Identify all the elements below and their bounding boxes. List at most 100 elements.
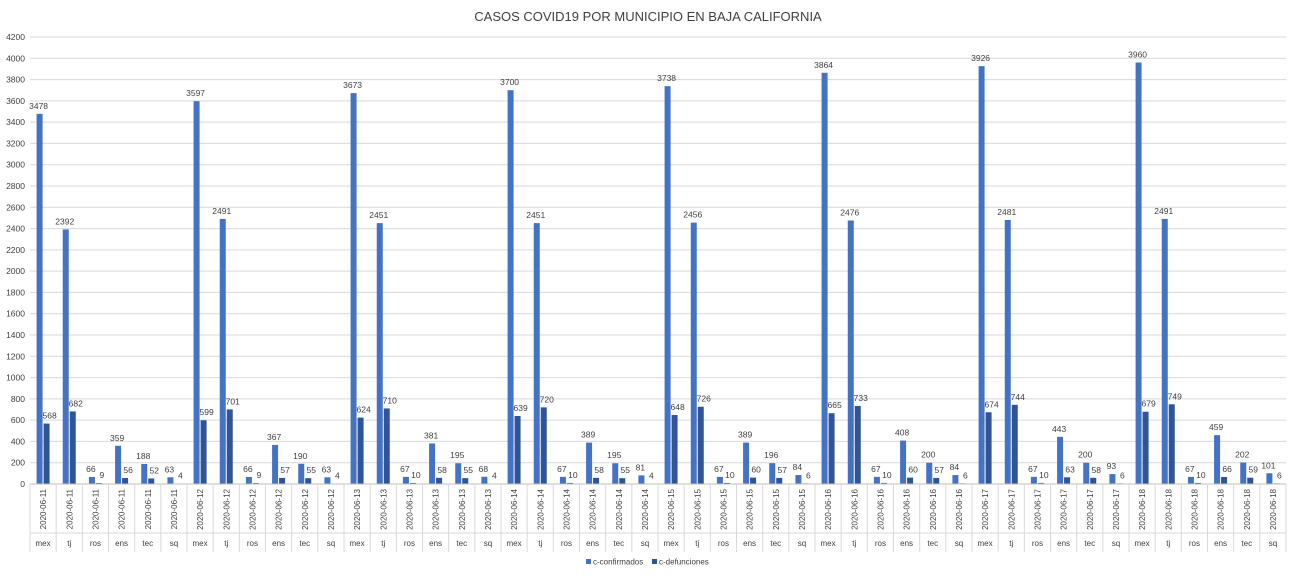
bar-c-defunciones	[1169, 404, 1175, 484]
data-label: 3864	[814, 60, 833, 70]
data-label: 52	[150, 465, 160, 475]
data-label: 665	[827, 400, 841, 410]
x-date-label: 2020-06-12	[222, 488, 231, 529]
data-label: 2451	[369, 210, 388, 220]
x-municipality-label: mex	[36, 539, 51, 548]
bar-c-confirmados	[481, 477, 487, 484]
bar-c-confirmados	[1031, 477, 1037, 484]
data-label: 67	[557, 464, 567, 474]
x-date-label: 2020-06-11	[144, 488, 153, 529]
x-date-label: 2020-06-18	[1243, 488, 1252, 529]
bar-c-defunciones	[593, 478, 599, 484]
x-municipality-label: mex	[978, 539, 993, 548]
bar-c-confirmados	[351, 93, 357, 484]
bar-c-confirmados	[377, 223, 383, 484]
data-label: 2451	[526, 210, 545, 220]
y-tick-label: 4200	[6, 32, 25, 42]
data-label: 10	[411, 470, 421, 480]
x-date-label: 2020-06-15	[719, 488, 728, 529]
x-municipality-label: sq	[955, 539, 963, 548]
bar-c-confirmados	[194, 101, 200, 484]
data-label: 58	[437, 465, 447, 475]
data-label: 6	[963, 470, 968, 480]
x-date-label: 2020-06-15	[693, 488, 702, 529]
y-tick-label: 1000	[6, 373, 25, 383]
data-label: 3738	[657, 73, 676, 83]
x-date-label: 2020-06-14	[510, 488, 519, 529]
x-date-label: 2020-06-12	[275, 488, 284, 529]
x-date-label: 2020-06-15	[667, 488, 676, 529]
x-municipality-label: tj	[695, 539, 699, 548]
bar-c-defunciones	[1090, 478, 1096, 484]
y-tick-label: 3800	[6, 75, 25, 85]
x-date-label: 2020-06-17	[981, 488, 990, 529]
y-tick-label: 2000	[6, 266, 25, 276]
x-date-label: 2020-06-14	[536, 488, 545, 529]
x-municipality-label: tj	[1166, 539, 1170, 548]
bar-c-defunciones	[515, 416, 521, 484]
bar-c-confirmados	[822, 73, 828, 484]
x-municipality-label: tec	[927, 539, 938, 548]
bar-c-defunciones	[436, 478, 442, 484]
bar-c-confirmados	[1109, 474, 1115, 484]
y-tick-label: 3400	[6, 117, 25, 127]
data-label: 4	[492, 471, 497, 481]
bar-c-confirmados	[743, 443, 749, 484]
data-label: 57	[935, 465, 945, 475]
bar-c-confirmados	[586, 443, 592, 484]
data-label: 67	[871, 464, 881, 474]
x-municipality-label: sq	[1269, 539, 1277, 548]
bar-c-defunciones	[672, 415, 678, 484]
bar-c-confirmados	[717, 477, 723, 484]
bar-c-confirmados	[63, 229, 69, 484]
data-label: 58	[1092, 465, 1102, 475]
bars-group	[37, 63, 1280, 484]
x-municipality-label: tj	[224, 539, 228, 548]
data-label: 639	[513, 403, 527, 413]
x-municipality-label: ens	[1057, 539, 1070, 548]
data-label: 10	[1196, 470, 1206, 480]
data-label: 10	[725, 470, 735, 480]
data-label: 381	[424, 430, 438, 440]
data-label: 3960	[1128, 50, 1147, 60]
bar-c-confirmados	[1266, 473, 1272, 484]
bar-c-confirmados	[665, 86, 671, 484]
x-municipality-label: ros	[1032, 539, 1043, 548]
x-date-label: 2020-06-18	[1217, 488, 1226, 529]
data-label: 389	[581, 430, 595, 440]
x-date-label: 2020-06-13	[458, 488, 467, 529]
data-label: 2456	[683, 210, 702, 220]
bar-c-confirmados	[979, 66, 985, 484]
x-municipality-label: ros	[718, 539, 729, 548]
bar-c-confirmados	[560, 477, 566, 484]
x-municipality-label: ros	[561, 539, 572, 548]
data-label: 3673	[343, 80, 362, 90]
x-date-label: 2020-06-17	[1086, 488, 1095, 529]
bar-c-confirmados	[1005, 220, 1011, 484]
data-label: 10	[568, 470, 578, 480]
bar-c-defunciones	[829, 413, 835, 484]
x-municipality-label: tj	[852, 539, 856, 548]
data-label: 459	[1209, 422, 1223, 432]
data-label: 195	[607, 450, 621, 460]
data-label: 3926	[971, 53, 990, 63]
data-label: 67	[1028, 464, 1038, 474]
data-label: 3478	[29, 101, 48, 111]
data-label: 55	[464, 465, 474, 475]
x-date-label: 2020-06-13	[432, 488, 441, 529]
bar-c-confirmados	[298, 464, 304, 484]
legend-swatch-c-defunciones	[652, 559, 657, 564]
bar-c-defunciones	[541, 407, 547, 484]
bar-c-confirmados	[115, 446, 121, 484]
x-date-label: 2020-06-13	[353, 488, 362, 529]
bar-c-confirmados	[141, 464, 147, 484]
data-label: 389	[738, 430, 752, 440]
data-label: 195	[450, 450, 464, 460]
x-municipality-label: tec	[456, 539, 467, 548]
bar-c-defunciones	[1247, 478, 1253, 484]
x-municipality-label: tec	[613, 539, 624, 548]
bar-c-defunciones	[776, 478, 782, 484]
